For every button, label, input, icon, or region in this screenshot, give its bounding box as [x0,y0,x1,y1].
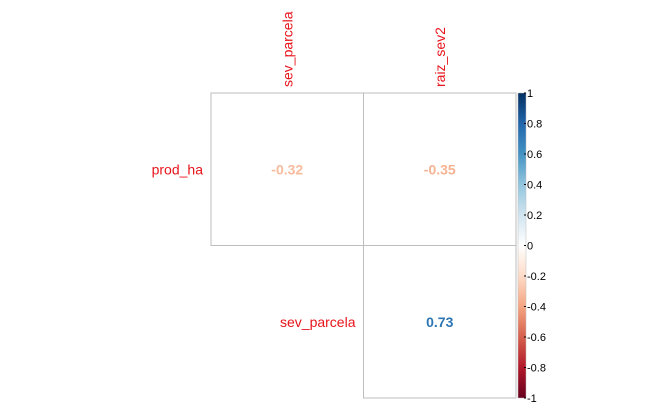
cell-value: 0.73 [426,314,453,330]
colorbar-tick-label: -0.6 [527,332,546,344]
column-labels: sev_parcela raiz_sev2 [279,11,448,87]
column-label: raiz_sev2 [432,27,448,87]
colorbar-tick-label: 1 [527,88,533,100]
row-labels: prod_ha sev_parcela [152,161,356,330]
row-label: prod_ha [152,161,204,177]
colorbar-tick-label: -0.8 [527,363,546,375]
cell-value: -0.35 [424,161,456,177]
colorbar-tick-label: -0.2 [527,271,546,283]
colorbar-tick-label: 0.6 [527,149,542,161]
grid-layer [210,92,517,399]
colorbar-tick-label: -1 [527,393,537,405]
colorbar-tick-label: 0 [527,241,533,253]
row-label: sev_parcela [280,314,356,330]
grid-cell-sev_parcela-raiz_sev2 [363,245,517,399]
colorbar-tick-label: 0.4 [527,180,542,192]
colorbar-tick-label: -0.4 [527,302,546,314]
colorbar-tick-label: 0.8 [527,119,542,131]
cell-value: -0.32 [271,161,303,177]
column-label: sev_parcela [279,11,295,87]
colorbar-ticks: 1 0.8 0.6 0.4 0.2 0 -0.2 -0.4 -0.6 -0.8 -1 [524,88,546,405]
colorbar-tick-label: 0.2 [527,210,542,222]
values-layer: -0.32 -0.35 0.73 [271,161,456,330]
